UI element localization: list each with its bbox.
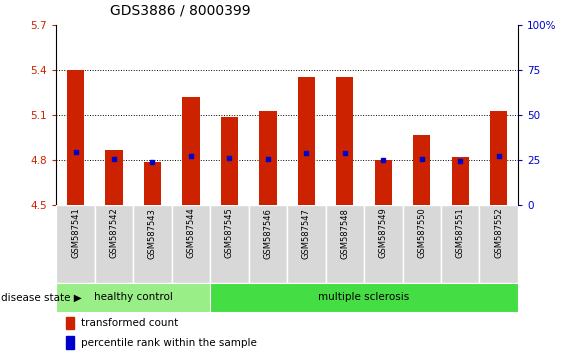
- Text: GSM587552: GSM587552: [494, 208, 503, 258]
- Text: GDS3886 / 8000399: GDS3886 / 8000399: [110, 4, 251, 18]
- Bar: [67, 70, 84, 205]
- Bar: [210, 205, 249, 283]
- Text: GSM587542: GSM587542: [110, 208, 118, 258]
- Bar: [182, 97, 200, 205]
- Bar: [56, 283, 210, 312]
- Bar: [403, 205, 441, 283]
- Text: percentile rank within the sample: percentile rank within the sample: [81, 337, 257, 348]
- Text: GSM587549: GSM587549: [379, 208, 388, 258]
- Bar: [172, 205, 210, 283]
- Text: GSM587548: GSM587548: [341, 208, 349, 258]
- Bar: [65, 336, 74, 349]
- Bar: [441, 205, 480, 283]
- Bar: [490, 110, 507, 205]
- Bar: [480, 205, 518, 283]
- Bar: [413, 135, 431, 205]
- Text: disease state ▶: disease state ▶: [1, 292, 81, 302]
- Text: GSM587545: GSM587545: [225, 208, 234, 258]
- Bar: [287, 205, 325, 283]
- Bar: [221, 116, 238, 205]
- Bar: [56, 205, 95, 283]
- Bar: [259, 110, 276, 205]
- Bar: [336, 78, 354, 205]
- Bar: [210, 283, 518, 312]
- Bar: [144, 162, 161, 205]
- Text: GSM587547: GSM587547: [302, 208, 311, 258]
- Text: GSM587550: GSM587550: [417, 208, 426, 258]
- Bar: [65, 316, 74, 329]
- Bar: [95, 205, 133, 283]
- Text: multiple sclerosis: multiple sclerosis: [319, 292, 410, 302]
- Bar: [364, 205, 403, 283]
- Text: transformed count: transformed count: [81, 318, 178, 328]
- Bar: [374, 160, 392, 205]
- Bar: [325, 205, 364, 283]
- Text: GSM587544: GSM587544: [186, 208, 195, 258]
- Text: GSM587541: GSM587541: [71, 208, 80, 258]
- Bar: [452, 157, 469, 205]
- Text: GSM587543: GSM587543: [148, 208, 157, 258]
- Text: GSM587551: GSM587551: [456, 208, 464, 258]
- Bar: [298, 78, 315, 205]
- Text: GSM587546: GSM587546: [263, 208, 272, 258]
- Bar: [249, 205, 287, 283]
- Text: healthy control: healthy control: [94, 292, 173, 302]
- Bar: [105, 150, 123, 205]
- Bar: [133, 205, 172, 283]
